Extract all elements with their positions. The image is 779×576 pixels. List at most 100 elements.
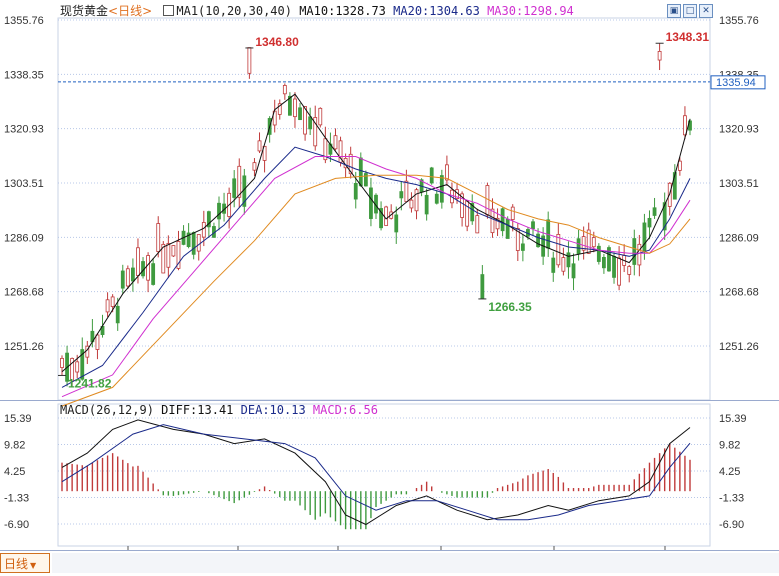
candle — [647, 210, 652, 240]
macd-tick-label-left: -6.90 — [4, 519, 29, 531]
pane-close-icon[interactable]: ✕ — [699, 4, 713, 18]
candle — [632, 229, 637, 276]
candle — [151, 258, 156, 286]
macd-pane-frame — [57, 403, 711, 547]
candle — [288, 92, 292, 116]
price-header: 现货黄金<日线> MA1(10,20,30,40) MA10:1328.73 M… — [60, 4, 574, 18]
candle — [232, 170, 237, 208]
candle — [672, 164, 677, 200]
ma-box-icon[interactable] — [163, 5, 175, 16]
macd-params: MACD(26,12,9) — [60, 403, 154, 417]
y-axis-right: 1355.761338.351320.931303.511286.091268.… — [719, 15, 759, 353]
macd-grid — [58, 417, 710, 525]
candle — [627, 264, 632, 283]
ma10-value: MA10:1328.73 — [299, 4, 386, 18]
candle — [166, 235, 171, 279]
candle — [551, 251, 556, 282]
candle — [125, 265, 130, 289]
macd-tick-label-right: 9.82 — [719, 439, 740, 451]
ma20-line — [61, 146, 691, 388]
price-grid — [58, 19, 710, 347]
dropdown-arrow-icon: ▼ — [30, 561, 37, 570]
candle — [222, 192, 226, 222]
y-tick-label-right: 1355.76 — [719, 15, 759, 27]
macd-bars — [61, 443, 691, 530]
y-axis-left: 1355.76 1338.35 1320.93 1303.51 1286.09 1268.… — [4, 15, 44, 353]
price-annotations: 1241.82 1346.80 1266.35 1348.31 — [58, 30, 709, 390]
candle — [227, 187, 232, 229]
pane-maximize-icon[interactable]: □ — [683, 4, 697, 18]
candle — [667, 182, 672, 216]
candle — [303, 106, 307, 141]
candle — [212, 222, 216, 238]
candle — [520, 234, 525, 262]
candle — [105, 292, 110, 317]
period-label[interactable]: <日线> — [108, 4, 153, 18]
candle — [531, 218, 535, 236]
candle — [80, 337, 85, 381]
candle — [191, 231, 196, 260]
candle — [277, 99, 282, 120]
macd-axis-right: 15.39 9.82 4.25 -1.33 -6.90 — [719, 413, 747, 531]
candle — [602, 253, 606, 274]
candle — [394, 206, 399, 244]
candle — [217, 196, 221, 231]
high-annotation: 1348.31 — [666, 30, 710, 44]
candle — [445, 155, 449, 186]
high-annotation: 1346.80 — [255, 35, 299, 49]
scroll-track[interactable] — [52, 553, 779, 573]
candle — [95, 333, 100, 360]
candle — [293, 92, 297, 128]
candle — [414, 187, 419, 220]
candles — [60, 43, 692, 388]
current-price-label: 1335.94 — [716, 77, 756, 89]
ma10-line — [61, 93, 691, 373]
macd-tick-label-left: 9.82 — [4, 439, 25, 451]
candle — [282, 83, 287, 100]
y-tick-label-left: 1251.26 — [4, 341, 44, 353]
candle — [141, 257, 145, 279]
candle — [85, 340, 90, 365]
macd-tick-label-left: 4.25 — [4, 466, 25, 478]
candle — [662, 192, 667, 240]
y-tick-label-right: 1303.51 — [719, 178, 759, 190]
candle — [131, 258, 135, 292]
candle — [313, 105, 318, 151]
instrument-name: 现货黄金 — [60, 4, 109, 18]
candle — [242, 168, 247, 215]
macd-dea-value: DEA:10.13 — [240, 403, 306, 417]
candle — [257, 132, 262, 154]
candle — [399, 181, 404, 211]
macd-header: MACD(26,12,9) DIFF:13.41 DEA:10.13 MACD:… — [60, 403, 378, 417]
candle — [237, 158, 242, 208]
candle — [677, 157, 682, 176]
candle — [262, 145, 267, 173]
candle — [384, 205, 389, 226]
macd-tick-label-right: -1.33 — [719, 493, 744, 505]
candle — [657, 43, 662, 71]
y-tick-label-left: 1303.51 — [4, 178, 44, 190]
candle — [115, 297, 120, 331]
macd-lines — [61, 419, 691, 526]
pane-restore-icon[interactable]: ▣ — [667, 4, 681, 18]
macd-dea-line — [61, 424, 691, 521]
candle — [434, 190, 439, 205]
y-tick-label-left: 1320.93 — [4, 124, 44, 136]
period-tab[interactable]: 日线 ▼ — [0, 553, 50, 573]
macd-macd-value: MACD:6.56 — [312, 403, 378, 417]
candle — [328, 132, 333, 162]
candle — [389, 204, 394, 220]
candle — [409, 192, 414, 213]
candle — [298, 102, 302, 121]
candle — [323, 126, 328, 164]
candle — [358, 152, 363, 187]
candle — [424, 188, 429, 221]
candle — [596, 243, 601, 265]
candle — [561, 247, 566, 276]
candle — [60, 355, 64, 376]
candle — [171, 245, 176, 257]
candle — [622, 244, 627, 273]
macd-diff-value: DIFF:13.41 — [161, 403, 234, 417]
y-tick-label-left: 1338.35 — [4, 69, 44, 81]
